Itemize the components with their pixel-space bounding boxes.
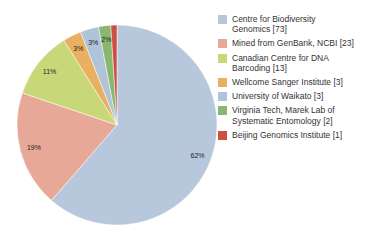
- svg-text:62%: 62%: [191, 152, 205, 159]
- svg-text:11%: 11%: [43, 68, 57, 75]
- html-text:Centre for Biodiversity: Centre for Biodiversity: [232, 14, 316, 24]
- svg-text:2%: 2%: [101, 36, 111, 43]
- html-text:Wellcome Sanger Institute [3]: Wellcome Sanger Institute [3]: [232, 76, 343, 87]
- html-text:Systematic Entomology [2]: Systematic Entomology [2]: [232, 115, 333, 126]
- svg-text:3%: 3%: [73, 45, 83, 52]
- svg-text:3%: 3%: [88, 39, 98, 46]
- html-text:Canadian Centre for DNA: Canadian Centre for DNA: [232, 52, 329, 63]
- svg-text:19%: 19%: [27, 144, 41, 151]
- html-text:University of Waikato [3]: University of Waikato [3]: [232, 91, 324, 102]
- html-text:Genomics [73]: Genomics [73]: [232, 24, 287, 35]
- html-text:Barcoding [13]: Barcoding [13]: [232, 62, 287, 73]
- html-text:Virginia Tech, Marek Lab of: Virginia Tech, Marek Lab of: [232, 105, 335, 116]
- html-text:Beijing Genomics Institute [1]: Beijing Genomics Institute [1]: [232, 129, 343, 140]
- html-text:Mined from GenBank, NCBI [23]: Mined from GenBank, NCBI [23]: [232, 38, 354, 49]
